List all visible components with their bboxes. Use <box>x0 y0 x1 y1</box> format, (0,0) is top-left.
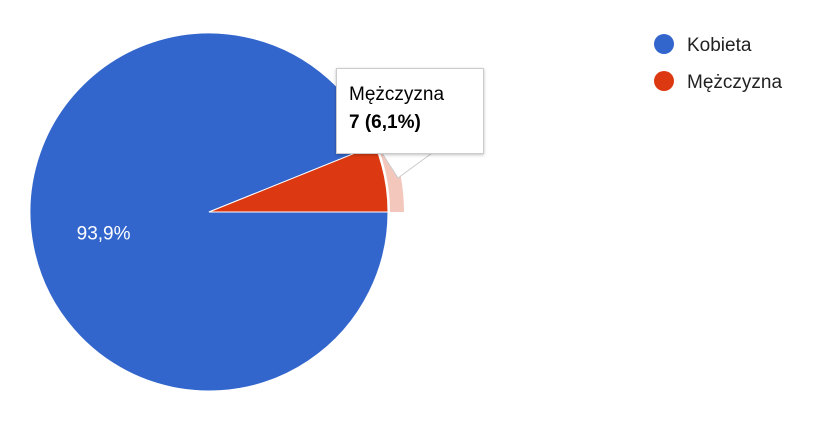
legend-label[interactable]: Kobieta <box>687 35 752 56</box>
pie-slices <box>29 32 404 392</box>
pie-slice-labels: 93,9% <box>77 223 131 244</box>
legend-marker <box>654 34 674 54</box>
legend: Kobieta Mężczyzna <box>654 34 782 93</box>
tooltip-value: 7 (6,1%) <box>349 112 421 133</box>
pie-slice-highlight-ring <box>376 139 404 212</box>
legend-label[interactable]: Mężczyzna <box>687 72 782 93</box>
legend-marker <box>654 71 674 91</box>
slice-label: 93,9% <box>77 223 131 244</box>
tooltip-title: Mężczyzna <box>349 84 445 105</box>
slice-tooltip: Mężczyzna 7 (6,1%) <box>336 68 484 154</box>
